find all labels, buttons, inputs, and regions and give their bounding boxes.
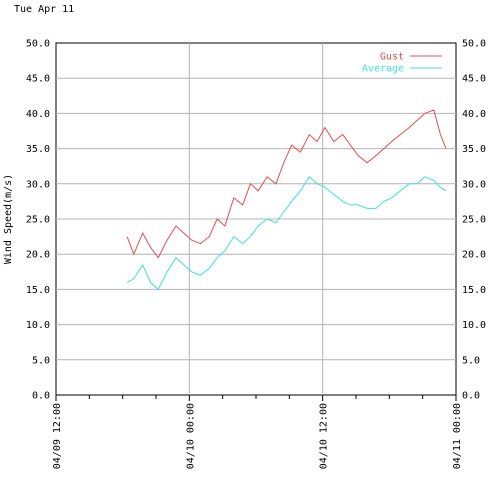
date-label: Tue Apr 11 <box>14 4 74 15</box>
y-tick-label-right: 20.0 <box>462 250 486 261</box>
x-tick-label: 04/10 12:00 <box>319 403 330 469</box>
y-tick-label-left: 10.0 <box>26 320 50 331</box>
y-tick-label-left: 20.0 <box>26 250 50 261</box>
x-tick-label: 04/11 00:00 <box>452 403 463 469</box>
y-tick-label-right: 40.0 <box>462 109 486 120</box>
y-tick-label-left: 35.0 <box>26 144 50 155</box>
y-tick-label-right: 30.0 <box>462 179 486 190</box>
x-tick-label: 04/10 00:00 <box>185 403 196 469</box>
x-tick-labels: 04/09 12:00 04/10 00:00 04/10 12:00 04/11 0… <box>52 403 463 469</box>
y-tick-label-left: 50.0 <box>26 39 50 50</box>
y-axis-label: Wind Speed(m/s) <box>3 174 14 264</box>
y-tick-label-right: 35.0 <box>462 144 486 155</box>
legend-label-gust: Gust <box>380 52 404 63</box>
y-tick-labels-left: 0.0 5.0 10.0 15.0 20.0 25.0 30.0 35.0 40.0 45.0 50… <box>26 39 50 402</box>
series-line-gust <box>126 109 447 259</box>
y-tick-label-right: 45.0 <box>462 74 486 85</box>
series-line-average <box>126 176 447 291</box>
y-tick-label-right: 15.0 <box>462 285 486 296</box>
axis-ticks <box>55 395 457 401</box>
y-tick-label-left: 25.0 <box>26 215 50 226</box>
y-tick-label-right: 5.0 <box>462 355 480 366</box>
y-tick-label-left: 0.0 <box>32 391 50 402</box>
y-tick-label-right: 10.0 <box>462 320 486 331</box>
y-tick-label-left: 30.0 <box>26 179 50 190</box>
y-tick-label-right: 50.0 <box>462 39 486 50</box>
y-tick-label-left: 45.0 <box>26 74 50 85</box>
legend-label-average: Average <box>362 64 404 75</box>
y-tick-label-left: 5.0 <box>32 355 50 366</box>
series-group <box>126 109 447 291</box>
grid-lines <box>56 43 456 395</box>
y-tick-label-left: 15.0 <box>26 285 50 296</box>
y-tick-label-left: 40.0 <box>26 109 50 120</box>
y-tick-labels-right: 0.0 5.0 10.0 15.0 20.0 25.0 30.0 35.0 40.0 45.0 50… <box>462 39 486 402</box>
y-tick-label-right: 25.0 <box>462 215 486 226</box>
x-tick-label: 04/09 12:00 <box>52 403 63 469</box>
y-tick-label-right: 0.0 <box>462 391 480 402</box>
